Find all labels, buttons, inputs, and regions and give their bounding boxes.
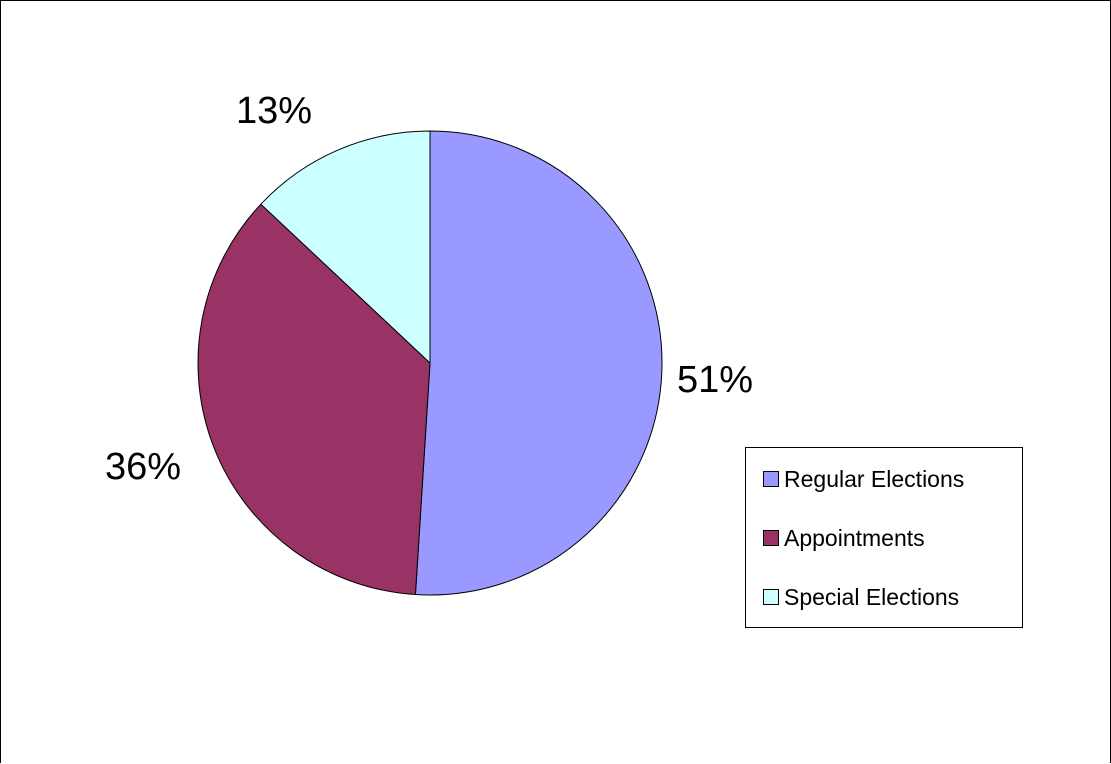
legend-item-appointments: Appointments bbox=[763, 523, 925, 553]
data-label-regular-elections: 51% bbox=[677, 359, 753, 401]
legend-label-appointments: Appointments bbox=[784, 524, 925, 551]
legend-swatch-appointments bbox=[763, 530, 779, 546]
legend-item-regular-elections: Regular Elections bbox=[763, 464, 964, 494]
pie-slice-special-elections bbox=[260, 130, 431, 365]
data-label-appointments: 36% bbox=[105, 446, 181, 488]
pie-slices bbox=[197, 130, 663, 596]
legend-swatch-special-elections bbox=[763, 589, 779, 605]
data-label-special-elections: 13% bbox=[236, 90, 312, 132]
legend-item-special-elections: Special Elections bbox=[763, 582, 959, 612]
legend-label-regular-elections: Regular Elections bbox=[784, 465, 965, 492]
pie-slice-appointments bbox=[197, 203, 431, 596]
pie-slice-regular-elections bbox=[414, 130, 663, 596]
chart-legend: Regular Elections Appointments Special E… bbox=[745, 447, 1023, 628]
legend-swatch-regular-elections bbox=[763, 471, 779, 487]
legend-label-special-elections: Special Elections bbox=[784, 583, 960, 610]
